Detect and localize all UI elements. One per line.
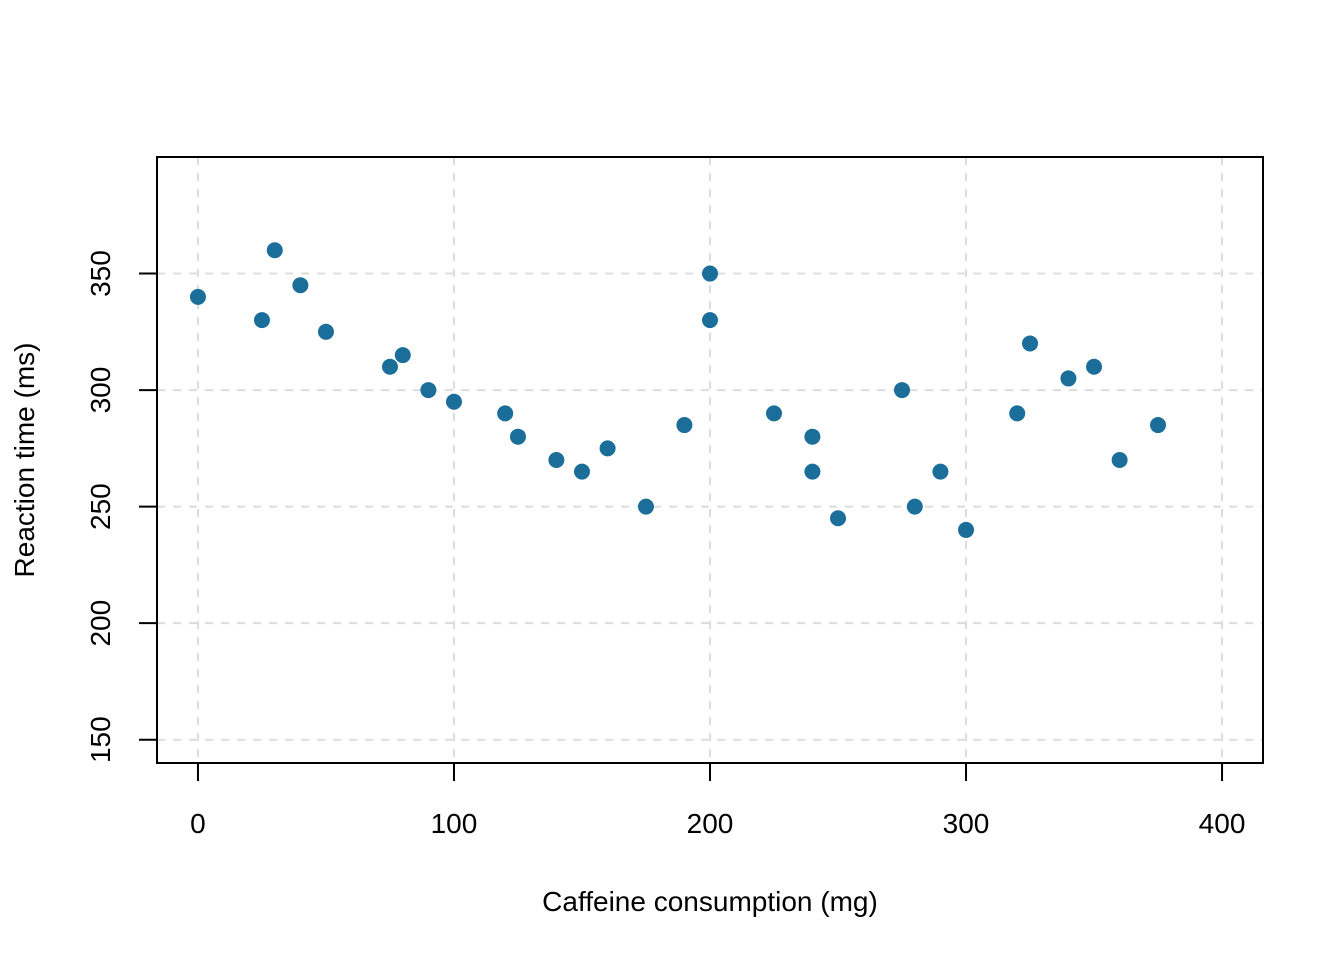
x-tick-label: 200 (687, 808, 734, 839)
data-point (932, 463, 949, 480)
data-point (804, 463, 821, 480)
data-point (445, 393, 462, 410)
data-point (292, 277, 309, 294)
data-point (1150, 417, 1167, 434)
data-point (599, 440, 616, 457)
data-point (317, 323, 334, 340)
data-point (394, 347, 411, 364)
data-point (830, 510, 847, 527)
data-point (676, 417, 693, 434)
data-point (509, 428, 526, 445)
y-tick-label: 150 (85, 716, 116, 763)
axes: 0 100 200 300 400 150 200 250 300 350 (85, 250, 1245, 839)
x-tick-label: 400 (1199, 808, 1246, 839)
x-tick-label: 100 (431, 808, 478, 839)
data-point (637, 498, 654, 515)
x-tick-label: 0 (190, 808, 206, 839)
data-point (702, 312, 718, 329)
data-point (702, 265, 718, 282)
data-point (266, 242, 283, 259)
data-point (420, 382, 437, 399)
data-point (1086, 358, 1103, 375)
x-tick-label: 300 (943, 808, 990, 839)
data-point (958, 521, 975, 538)
data-point (1009, 405, 1026, 422)
data-point (381, 358, 398, 375)
y-axis-title: Reaction time (ms) (9, 343, 40, 578)
data-point (766, 405, 783, 422)
data-point (1111, 452, 1128, 468)
y-tick-label: 200 (85, 600, 116, 647)
data-point (253, 312, 270, 329)
y-tick-label: 350 (85, 250, 116, 297)
data-point (548, 452, 565, 468)
grid-lines (157, 157, 1263, 763)
data-points (189, 242, 1167, 538)
data-point (1022, 335, 1039, 352)
data-point (1060, 370, 1077, 387)
data-point (497, 405, 514, 422)
y-tick-label: 250 (85, 483, 116, 530)
y-tick-label: 300 (85, 367, 116, 414)
data-point (804, 428, 821, 445)
x-axis-title: Caffeine consumption (mg) (542, 886, 878, 917)
data-point (894, 382, 911, 399)
data-point (906, 498, 923, 515)
data-point (189, 288, 206, 305)
data-point (573, 463, 590, 480)
